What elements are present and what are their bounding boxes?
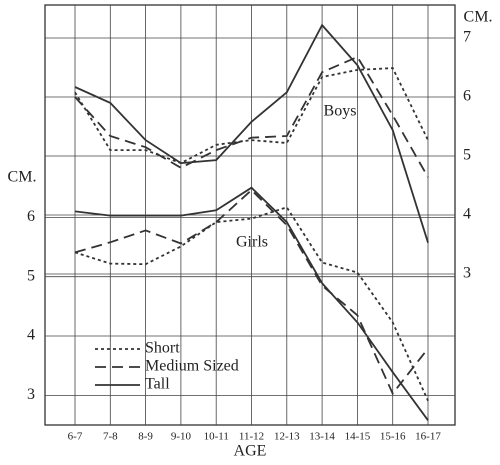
data-line [74, 23, 429, 243]
legend-label: Short [145, 340, 180, 357]
x-axis-label: AGE [234, 443, 267, 460]
data-line [74, 55, 429, 178]
data-line [74, 188, 429, 396]
y2-tick-label: 3 [463, 265, 471, 282]
x-tick-label: 9-10 [171, 431, 192, 443]
legend-label: Tall [145, 376, 170, 393]
data-line [74, 186, 429, 421]
y-tick-label: 5 [27, 267, 35, 284]
x-tick-label: 12-13 [274, 431, 300, 443]
data-line [74, 67, 429, 165]
y2-tick-label: 7 [463, 29, 471, 46]
y-tick-label: 6 [27, 208, 35, 225]
x-tick-label: 6-7 [68, 431, 83, 443]
x-tick-label: 8-9 [138, 431, 153, 443]
x-tick-label: 11-12 [239, 431, 264, 443]
y-tick-label: 3 [27, 386, 35, 403]
annotation: Boys [324, 103, 357, 120]
x-tick-label: 16-17 [415, 431, 441, 443]
x-tick-label: 15-16 [380, 431, 406, 443]
annotation: Girls [236, 234, 268, 251]
x-tick-label: 13-14 [309, 431, 335, 443]
y2-tick-label: 4 [463, 206, 471, 223]
y2-tick-label: 6 [463, 88, 471, 105]
y2-tick-label: 5 [463, 147, 471, 164]
x-tick-label: 14-15 [345, 431, 371, 443]
x-tick-label: 7-8 [103, 431, 118, 443]
x-tick-label: 10-11 [204, 431, 229, 443]
legend-label: Medium Sized [145, 358, 239, 375]
y2-axis-label: CM. [464, 9, 493, 26]
y-tick-label: 4 [27, 327, 35, 344]
y-axis-label: CM. [8, 169, 37, 186]
data-line [74, 206, 429, 402]
